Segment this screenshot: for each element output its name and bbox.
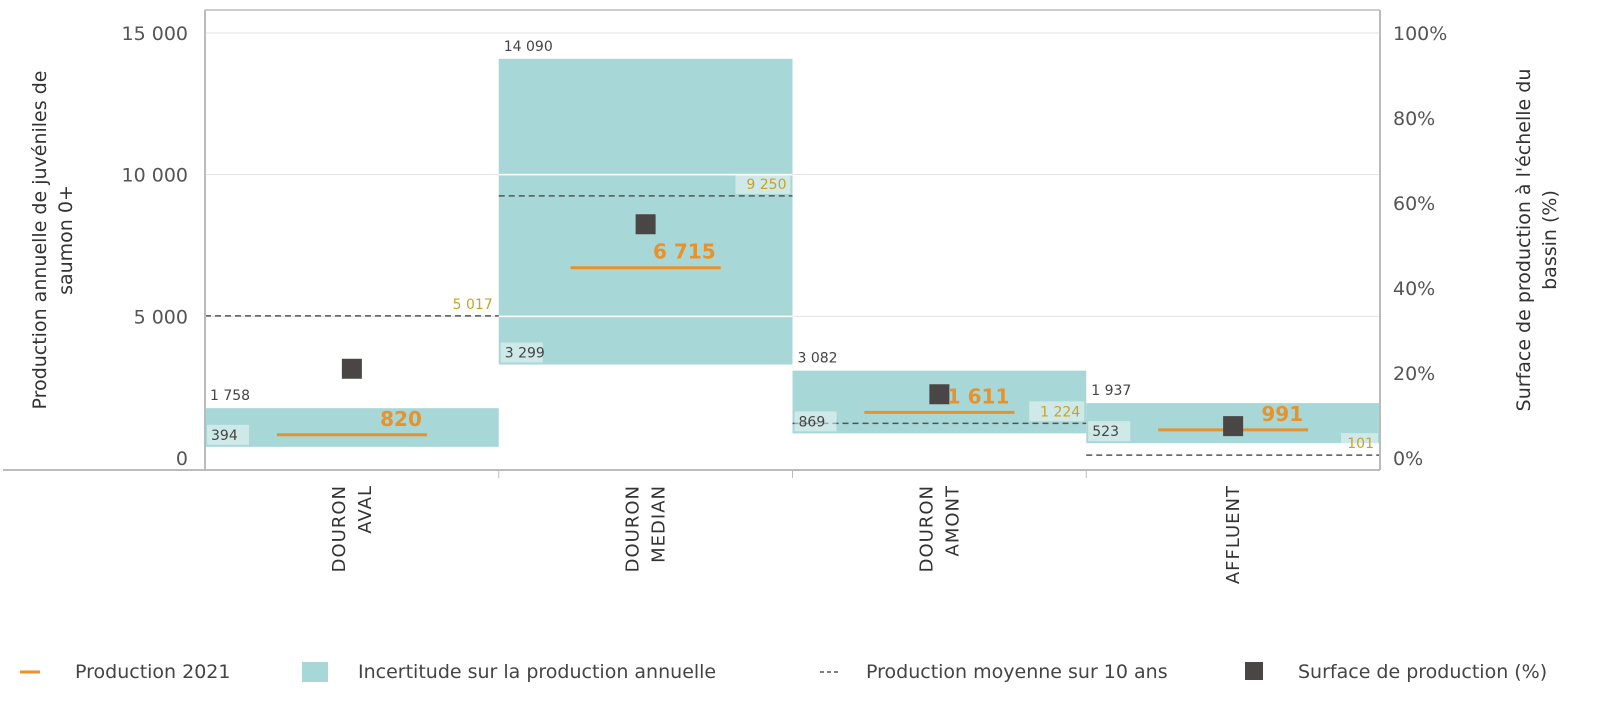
- legend: Production 2021 Incertitude sur la produc…: [20, 661, 1547, 683]
- surface-marker: [929, 384, 950, 405]
- production-label: 1 611: [947, 384, 1010, 408]
- mean-label-bg: [1029, 401, 1085, 422]
- y2-tick-label: 100%: [1393, 23, 1447, 45]
- category-label-line: AVAL: [355, 485, 376, 534]
- uncertainty-low-label-bg: [1088, 421, 1131, 442]
- mean-label-bg: [441, 293, 497, 314]
- uncertainty-low-label-bg: [794, 411, 837, 432]
- surface-marker: [635, 214, 656, 235]
- surface-marker: [1223, 416, 1244, 437]
- y2-axis-title-line: bassin (%): [1539, 190, 1561, 290]
- axes: 0 5 000 10 000 15 000 0% 20% 40% 60% 80% 100% Prod…: [3, 9, 1561, 584]
- legend-label: Production moyenne sur 10 ans: [866, 661, 1168, 683]
- y-tick-label: 0: [176, 448, 188, 470]
- uncertainty-low-label: 869: [799, 414, 826, 430]
- mean-label-bg: [1341, 433, 1378, 454]
- category-label-line: DOURON: [329, 485, 350, 572]
- category-label: DOURON AMONT: [916, 485, 963, 572]
- category-label-line: DOURON: [916, 485, 937, 572]
- mean-label: 9 250: [746, 177, 786, 193]
- mean-label: 1 224: [1040, 404, 1080, 420]
- uncertainty-low-label-bg: [207, 424, 249, 445]
- y2-tick-label: 60%: [1393, 193, 1435, 215]
- uncertainty-high-label: 14 090: [504, 39, 553, 55]
- uncertainty-low-label: 3 299: [505, 346, 545, 362]
- y2-tick-label: 80%: [1393, 108, 1435, 130]
- uncertainty-high-label: 1 758: [210, 388, 250, 404]
- category-label-line: AMONT: [942, 485, 963, 556]
- uncertainty-band: [205, 408, 499, 447]
- y2-axis-title: Surface de production à l'échelle du bass…: [1513, 69, 1561, 412]
- legend-uncertainty-symbol: [302, 662, 328, 682]
- y-tick-label: 10 000: [122, 165, 188, 187]
- category-label: AFFLUENT: [1223, 485, 1244, 584]
- category-label-line: AFFLUENT: [1223, 485, 1244, 584]
- legend-label: Surface de production (%): [1298, 661, 1547, 683]
- uncertainty-low-label: 523: [1092, 424, 1119, 440]
- uncertainty-high-label: 3 082: [798, 351, 838, 367]
- legend-label: Incertitude sur la production annuelle: [358, 661, 716, 683]
- y-axis-title-line: saumon 0+: [55, 185, 77, 295]
- production-label: 991: [1261, 402, 1303, 426]
- y-tick-label: 15 000: [122, 23, 188, 45]
- uncertainty-low-label: 394: [211, 428, 238, 444]
- uncertainty-low-label-bg: [500, 342, 543, 363]
- category-label-line: MEDIAN: [649, 485, 670, 563]
- y-axis-title: Production annuelle de juvéniles de saumo…: [29, 71, 77, 410]
- uncertainty-high-label: 1 937: [1091, 383, 1131, 399]
- category-label-line: DOURON: [623, 485, 644, 572]
- legend-surface-symbol: [1245, 662, 1263, 680]
- surface-marker: [341, 358, 362, 379]
- category-label: DOURON MEDIAN: [623, 485, 670, 572]
- production-label: 820: [380, 407, 422, 431]
- surface-markers: [341, 214, 1244, 437]
- y2-tick-label: 0%: [1393, 448, 1423, 470]
- y2-axis-title-line: Surface de production à l'échelle du: [1513, 69, 1535, 412]
- y-axis-title-line: Production annuelle de juvéniles de: [29, 71, 51, 410]
- uncertainty-band: [498, 58, 793, 365]
- mean-label-bg: [735, 173, 791, 194]
- production-label: 6 715: [653, 240, 716, 264]
- mean-label: 101: [1347, 436, 1374, 452]
- production-lines: [276, 266, 1309, 437]
- y2-tick-label: 40%: [1393, 278, 1435, 300]
- y-tick-label: 5 000: [134, 306, 188, 328]
- data-labels: 1 758 394 5 017 820 14 090 3 299 9 250 6 715 3 0…: [207, 39, 1378, 454]
- uncertainty-bands: [205, 58, 1380, 447]
- legend-label: Production 2021: [75, 661, 230, 683]
- mean-label: 5 017: [453, 297, 493, 313]
- category-label: DOURON AVAL: [329, 485, 376, 572]
- mean-lines: [205, 195, 1380, 456]
- y2-tick-label: 20%: [1393, 363, 1435, 385]
